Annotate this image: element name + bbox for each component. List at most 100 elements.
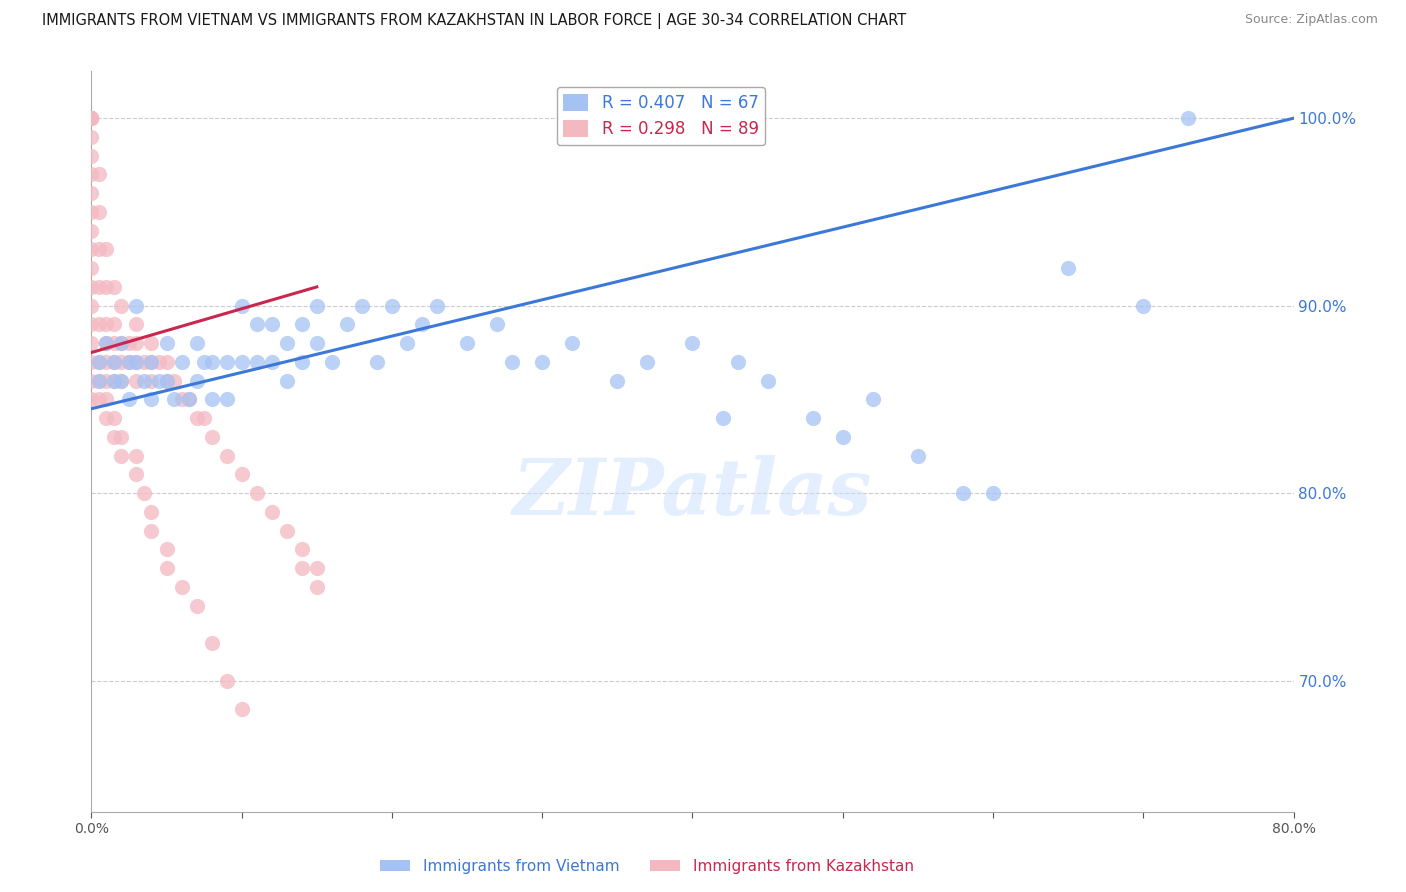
Point (80, 392, 103, 407)
Point (103, 374, 125, 388)
Point (87, 318, 110, 332)
Point (125, 355, 148, 369)
Point (456, 336, 478, 351)
Point (103, 280, 125, 294)
Point (291, 561, 314, 575)
Point (155, 374, 177, 388)
Point (201, 392, 224, 407)
Point (276, 374, 298, 388)
Point (381, 299, 404, 313)
Point (141, 505, 163, 519)
Point (148, 374, 170, 388)
Point (395, 336, 418, 351)
Point (96, 336, 118, 351)
Point (110, 374, 132, 388)
Point (87, 168, 110, 182)
Point (177, 392, 200, 407)
Point (80, 261, 103, 276)
Point (110, 336, 132, 351)
Point (125, 467, 148, 482)
Point (1177, 112, 1199, 126)
Point (87, 280, 110, 294)
Point (96, 411, 118, 425)
Point (231, 467, 253, 482)
Point (155, 336, 177, 351)
Point (606, 374, 628, 388)
Point (155, 561, 177, 575)
Point (981, 486, 1004, 500)
Point (96, 355, 118, 369)
Point (96, 243, 118, 257)
Point (87, 355, 110, 369)
Text: Source: ZipAtlas.com: Source: ZipAtlas.com (1244, 13, 1378, 27)
Point (80, 336, 103, 351)
Point (231, 701, 253, 715)
Text: IMMIGRANTS FROM VIETNAM VS IMMIGRANTS FROM KAZAKHSTAN IN LABOR FORCE | AGE 30-34: IMMIGRANTS FROM VIETNAM VS IMMIGRANTS FR… (42, 13, 907, 29)
Point (305, 299, 328, 313)
Point (87, 205, 110, 219)
Point (727, 355, 749, 369)
Point (1057, 261, 1080, 276)
Point (426, 299, 449, 313)
Point (125, 318, 148, 332)
Point (246, 486, 269, 500)
Point (87, 374, 110, 388)
Point (103, 430, 125, 444)
Point (96, 336, 118, 351)
Point (186, 336, 208, 351)
Point (155, 542, 177, 557)
Point (231, 299, 253, 313)
Point (141, 392, 163, 407)
Point (907, 449, 929, 463)
Point (215, 392, 238, 407)
Point (103, 411, 125, 425)
Point (80, 112, 103, 126)
Point (193, 355, 215, 369)
Point (336, 318, 359, 332)
Point (260, 505, 283, 519)
Point (110, 299, 132, 313)
Point (96, 374, 118, 388)
Point (163, 374, 186, 388)
Point (80, 299, 103, 313)
Point (110, 374, 132, 388)
Point (170, 355, 193, 369)
Point (80, 112, 103, 126)
Point (87, 243, 110, 257)
Point (87, 392, 110, 407)
Point (215, 355, 238, 369)
Text: ZIPatlas: ZIPatlas (513, 455, 872, 532)
Point (756, 374, 779, 388)
Point (681, 336, 703, 351)
Point (186, 374, 208, 388)
Point (276, 524, 298, 538)
Point (291, 318, 314, 332)
Point (96, 392, 118, 407)
Point (141, 355, 163, 369)
Point (80, 112, 103, 126)
Point (103, 336, 125, 351)
Point (80, 186, 103, 201)
Point (531, 355, 554, 369)
Point (163, 392, 186, 407)
Point (125, 299, 148, 313)
Point (952, 486, 974, 500)
Point (186, 411, 208, 425)
Point (80, 243, 103, 257)
Point (350, 299, 373, 313)
Point (103, 355, 125, 369)
Point (132, 355, 155, 369)
Point (305, 336, 328, 351)
Point (411, 318, 433, 332)
Point (80, 280, 103, 294)
Point (276, 336, 298, 351)
Point (141, 336, 163, 351)
Point (96, 318, 118, 332)
Point (80, 374, 103, 388)
Point (291, 355, 314, 369)
Legend: Immigrants from Vietnam, Immigrants from Kazakhstan: Immigrants from Vietnam, Immigrants from… (374, 853, 920, 880)
Point (80, 112, 103, 126)
Point (501, 355, 523, 369)
Point (201, 636, 224, 650)
Point (561, 336, 583, 351)
